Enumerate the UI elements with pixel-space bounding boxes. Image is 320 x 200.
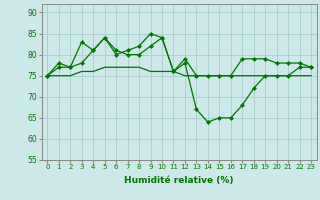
X-axis label: Humidité relative (%): Humidité relative (%) (124, 176, 234, 185)
